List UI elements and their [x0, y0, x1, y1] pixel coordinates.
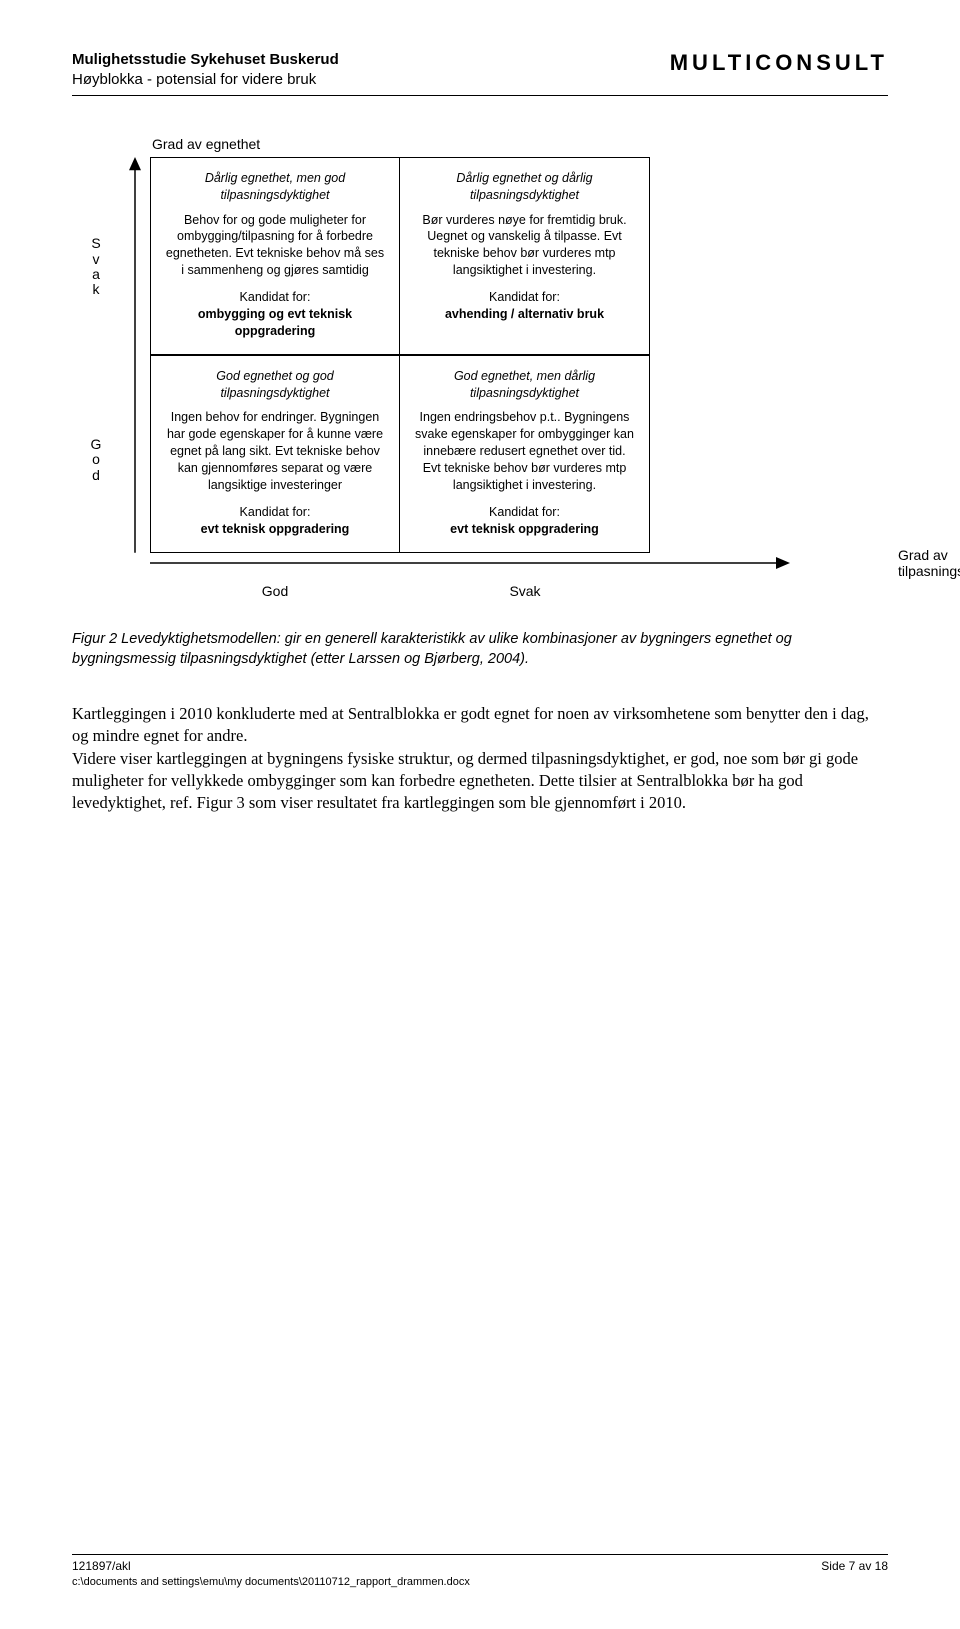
header-title-line2: Høyblokka - potensial for videre bruk [72, 70, 339, 90]
footer-ref: 121897/akl [72, 1559, 470, 1575]
quadrant-bottom-left: God egnethet og god tilpasningsdyktighet… [151, 356, 400, 552]
y-axis-arrow [120, 157, 150, 553]
quadrant-top-left: Dårlig egnethet, men god tilpasningsdykt… [151, 158, 400, 356]
quadrant-grid: Dårlig egnethet, men god tilpasningsdykt… [150, 157, 650, 553]
levedyktighet-diagram: Grad av egnethet Svak God Dårlig egneth [72, 136, 888, 599]
footer-page-number: Side 7 av 18 [821, 1559, 888, 1589]
body-paragraph: Kartleggingen i 2010 konkluderte med at … [72, 703, 888, 814]
quadrant-bottom-right: God egnethet, men dårlig tilpasningsdykt… [400, 356, 649, 552]
y-axis-ticks: Svak God [72, 157, 120, 553]
page-header: Mulighetsstudie Sykehuset Buskerud Høybl… [72, 50, 888, 96]
y-tick-svak: Svak [72, 236, 120, 298]
page-footer: 121897/akl c:\documents and settings\emu… [72, 1554, 888, 1589]
y-tick-god: God [72, 437, 120, 483]
figure-caption: Figur 2 Levedyktighetsmodellen: gir en g… [72, 629, 888, 670]
x-tick-god: God [150, 583, 400, 599]
x-tick-svak: Svak [400, 583, 650, 599]
quadrant-top-right: Dårlig egnethet og dårlig tilpasningsdyk… [400, 158, 649, 356]
y-axis-label: Grad av egnethet [152, 136, 888, 153]
header-title: Mulighetsstudie Sykehuset Buskerud Høybl… [72, 50, 339, 89]
brand-logo-text: MULTICONSULT [670, 50, 888, 76]
x-axis-label: Grad av tilpasningsdyktighet [898, 547, 960, 581]
header-title-line1: Mulighetsstudie Sykehuset Buskerud [72, 50, 339, 70]
footer-path: c:\documents and settings\emu\my documen… [72, 1575, 470, 1589]
x-axis-ticks: God Svak [150, 583, 650, 599]
x-axis-arrow: Grad av tilpasningsdyktighet [150, 553, 888, 573]
